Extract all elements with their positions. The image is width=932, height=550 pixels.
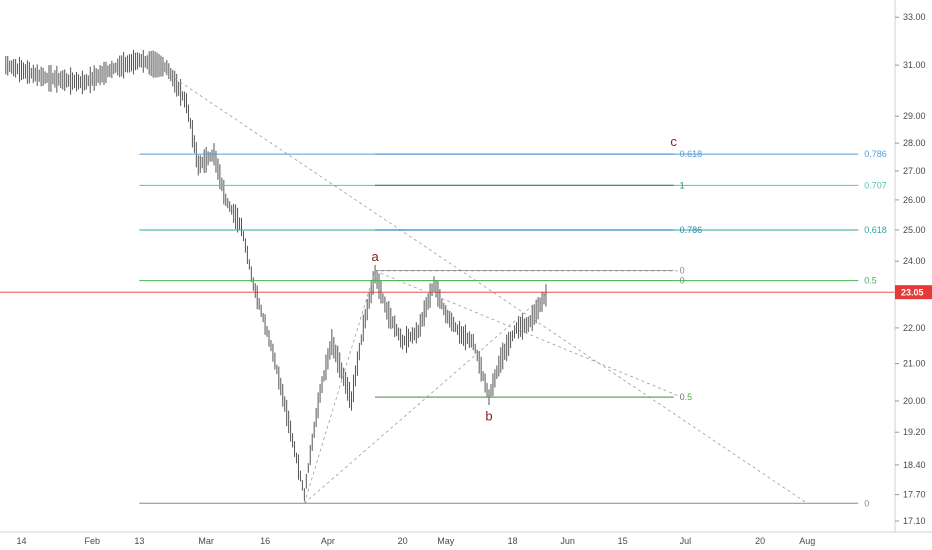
time-tick-label: May: [437, 536, 455, 546]
price-tick-label: 29.00: [903, 111, 926, 121]
time-tick-label: 14: [16, 536, 26, 546]
time-tick-label: 15: [618, 536, 628, 546]
price-tick-label: 17.10: [903, 516, 926, 526]
trendlines: [154, 64, 808, 504]
last-price-badge: [895, 285, 932, 300]
extension-level-label: 1: [680, 180, 685, 190]
wave-label-b: b: [485, 408, 492, 423]
time-axis[interactable]: 14 Feb 13 Mar 16 Apr 20 May 18 Jun 15 Jul 20 Aug: [0, 531, 932, 546]
price-tick-label: 25.00: [903, 225, 926, 235]
time-tick-label: 20: [755, 536, 765, 546]
trendline: [154, 64, 808, 504]
time-tick-label: 16: [260, 536, 270, 546]
price-tick-label: 21.00: [903, 359, 926, 369]
last-price-label: 23.05: [901, 288, 924, 298]
price-tick-label: 20.00: [903, 396, 926, 406]
time-tick-label: Jun: [560, 536, 575, 546]
price-tick-label: 17.70: [903, 490, 926, 500]
trendline: [303, 270, 376, 504]
time-tick-label: Aug: [799, 536, 815, 546]
price-tick-label: 18.40: [903, 460, 926, 470]
time-tick-label: Mar: [198, 536, 214, 546]
extension-level-label: 0.786: [680, 225, 703, 235]
extension-level-label: 0.5: [680, 392, 693, 402]
time-tick-label: 13: [134, 536, 144, 546]
price-tick-label: 22.00: [903, 323, 926, 333]
extension-level-label: 0: [680, 276, 685, 286]
wave-label-c: c: [670, 134, 677, 149]
time-tick-label: Jul: [680, 536, 692, 546]
price-tick-label: 27.00: [903, 166, 926, 176]
price-tick-label: 24.00: [903, 256, 926, 266]
trendline: [374, 270, 682, 398]
price-series: [5, 49, 547, 501]
fib-level-label: 0.618: [864, 225, 887, 235]
price-axis[interactable]: 33.00 31.00 29.00 28.00 27.00 26.00 25.00 24.00…: [894, 0, 932, 532]
price-tick-label: 28.00: [903, 138, 926, 148]
fib-level-label: 0: [864, 498, 869, 508]
time-tick-label: 18: [508, 536, 518, 546]
price-tick-label: 19.20: [903, 427, 926, 437]
price-tick-label: 31.00: [903, 60, 926, 70]
price-tick-label: 33.00: [903, 12, 926, 22]
wave-labels: a b c: [371, 134, 677, 423]
fib-level-label: 0.707: [864, 180, 887, 190]
fib-level-label: 0.5: [864, 276, 877, 286]
extension-level-label: 0: [680, 392, 685, 402]
extension-level-label: 0: [680, 265, 685, 275]
extension-level-label: 0.618: [680, 149, 703, 159]
price-tick-label: 26.00: [903, 195, 926, 205]
wave-label-a: a: [371, 249, 379, 264]
time-tick-label: Feb: [84, 536, 100, 546]
time-tick-label: 20: [398, 536, 408, 546]
fib-level-label: 0.786: [864, 149, 887, 159]
time-tick-label: Apr: [321, 536, 335, 546]
